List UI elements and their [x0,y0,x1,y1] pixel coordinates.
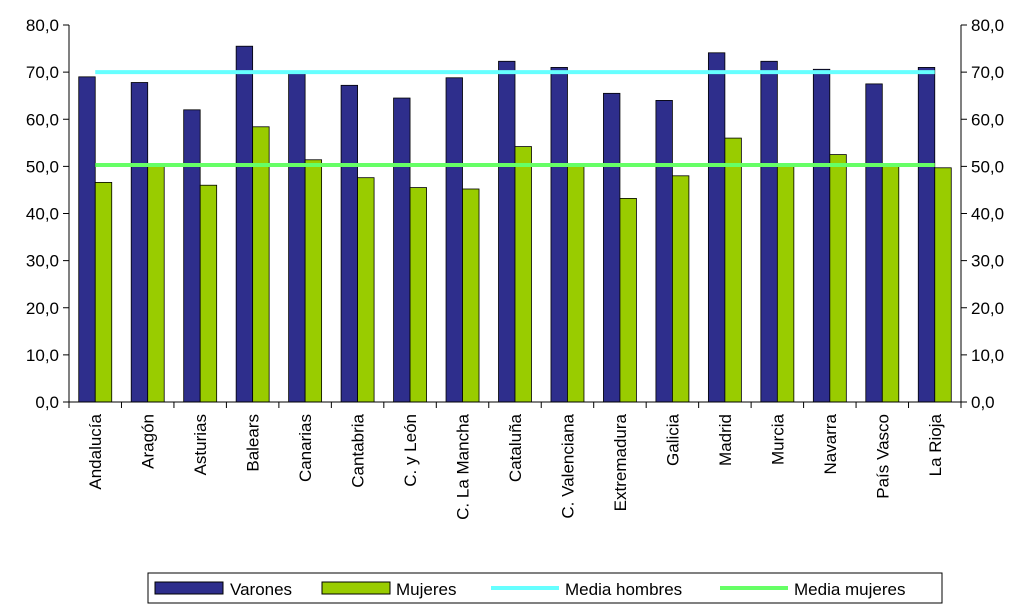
y-tick-label-left: 60,0 [26,110,59,129]
x-tick-label-2: Asturias [191,414,210,475]
bar-varones-1 [130,82,149,403]
x-tick-label-13: Murcia [768,413,787,465]
legend-label-2: Media hombres [565,580,682,599]
bar-mujeres-16 [934,167,952,403]
x-axis-labels: Andalucía Aragón Asturias Balears Canarias Ca… [86,413,945,519]
x-tick-label-9: C. Valenciana [558,413,577,518]
y-tick-label-left: 80,0 [26,16,59,35]
x-tick-label-15: País Vasco [873,414,892,499]
y-axis-left: 0,0 10,0 20,0 30,0 40,0 50,0 60,0 70,0 80,0 [26,16,69,412]
bar-mujeres-10 [619,198,637,403]
bar-group [78,45,952,403]
legend: Varones Mujeres Media hombres Media mujeres [147,572,943,604]
y-tick-label-right: 30,0 [971,252,1004,271]
x-tick-label-4: Canarias [296,414,315,482]
legend-label-0: Varones [230,580,292,599]
bar-varones-2 [183,109,201,403]
bar-varones-3 [235,45,254,403]
bar-mujeres-13 [776,163,795,403]
bar-mujeres-8 [514,146,532,403]
bar-varones-9 [550,67,568,403]
bar-mujeres-9 [567,165,585,403]
x-tick-label-3: Balears [244,414,263,472]
legend-box [147,572,943,604]
x-tick-label-11: Galicia [663,413,682,466]
x-tick-label-14: Navarra [821,413,840,474]
bar-varones-12 [707,52,726,403]
y-tick-label-right: 40,0 [971,205,1004,224]
bar-varones-4 [288,72,306,403]
x-tick-label-1: Aragón [139,414,158,469]
bar-varones-10 [603,92,621,403]
y-tick-label-right: 60,0 [971,110,1004,129]
y-tick-label-left: 40,0 [26,205,59,224]
x-tick-label-7: C. La Mancha [454,413,473,519]
bar-mujeres-11 [672,175,690,403]
legend-label-1: Mujeres [396,580,456,599]
y-tick-label-left: 10,0 [26,346,59,365]
bar-mujeres-5 [357,177,375,403]
legend-swatch-0 [154,581,224,595]
y-axis-right: 0,0 10,0 20,0 30,0 40,0 50,0 60,0 70,0 80,0 [961,16,1004,412]
bar-varones-15 [865,83,883,403]
legend-swatch-1 [321,581,391,595]
y-tick-label-left: 0,0 [35,393,59,412]
y-tick-label-right: 70,0 [971,63,1004,82]
bar-mujeres-1 [147,164,165,403]
y-tick-label-left: 30,0 [26,252,59,271]
mean-lines [95,70,935,167]
y-tick-label-right: 0,0 [971,393,995,412]
bar-mujeres-2 [199,184,218,403]
bar-varones-14 [812,68,831,403]
bar-mujeres-12 [724,137,742,403]
x-tick-label-16: La Rioja [926,413,945,476]
bar-mujeres-6 [409,187,427,403]
y-tick-label-right: 50,0 [971,157,1004,176]
bar-mujeres-3 [252,126,270,403]
y-tick-label-left: 20,0 [26,299,59,318]
bar-mujeres-4 [304,159,323,403]
x-tick-label-0: Andalucía [86,413,105,489]
y-tick-label-right: 80,0 [971,16,1004,35]
bar-mujeres-15 [881,165,900,403]
bar-varones-6 [393,97,411,403]
bar-varones-16 [917,67,936,403]
bar-mujeres-0 [94,181,113,403]
x-tick-label-5: Cantabria [349,413,368,487]
bar-varones-5 [340,84,358,403]
bar-varones-7 [445,77,463,403]
y-tick-label-left: 70,0 [26,63,59,82]
bar-mujeres-14 [829,154,847,403]
bar-mujeres-7 [462,188,480,403]
bar-varones-0 [78,76,96,403]
bar-varones-11 [655,100,673,403]
bar-varones-13 [760,60,778,403]
legend-label-3: Media mujeres [794,580,906,599]
x-tick-label-8: Cataluña [506,413,525,482]
x-tick-label-10: Extremadura [611,413,630,511]
y-tick-label-right: 10,0 [971,346,1004,365]
x-tick-label-12: Madrid [716,414,735,466]
y-tick-label-left: 50,0 [26,157,59,176]
x-tick-label-6: C. y León [401,414,420,487]
axes [68,25,962,408]
bar-varones-8 [498,60,516,403]
y-tick-label-right: 20,0 [971,299,1004,318]
